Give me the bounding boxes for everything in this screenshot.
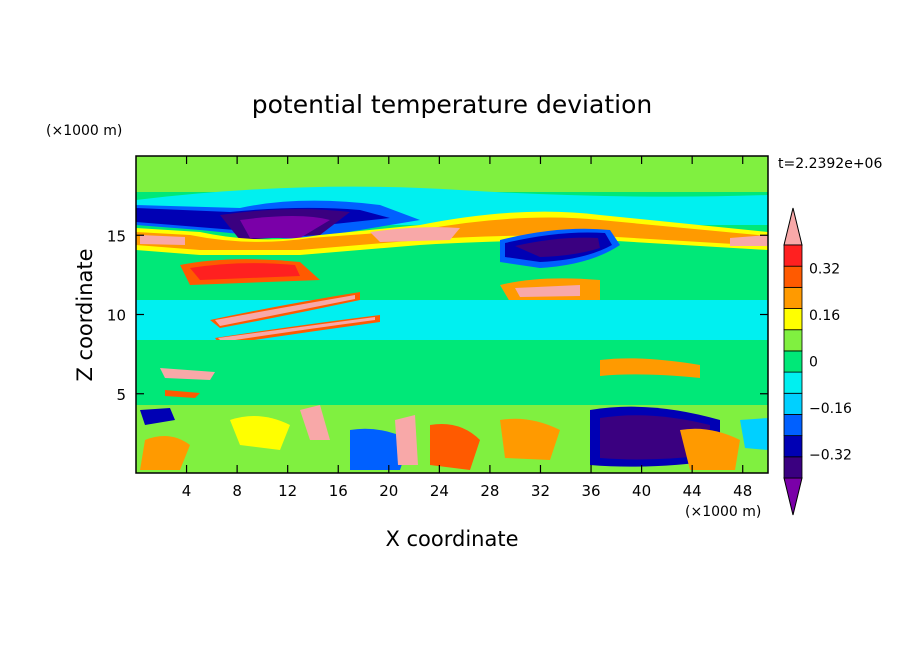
y-tick-label: 15: [107, 227, 126, 245]
y-axis: 5 10 15: [107, 227, 768, 404]
x-tick-label: 16: [329, 482, 348, 500]
x-tick-label: 8: [232, 482, 242, 500]
x-tick-label: 48: [733, 482, 752, 500]
colorbar-label: 0.32: [809, 261, 840, 277]
y-axis-label: Z coordinate: [73, 248, 97, 381]
colorbar-top-arrow: [783, 207, 803, 246]
y-tick-label: 5: [116, 386, 126, 404]
x-unit-label: (×1000 m): [685, 504, 761, 520]
x-axis: 4 8 12 16 20 24 28 32 36 40 44 48: [182, 156, 752, 500]
colorbar-segment: [783, 329, 803, 352]
colorbar-segment: [783, 392, 803, 415]
colorbar-segment: [783, 414, 803, 437]
time-label: t=2.2392e+06: [778, 156, 882, 172]
colorbar-bottom-arrow: [783, 477, 803, 516]
colorbar-segment: [783, 244, 803, 267]
colorbar-label: 0: [809, 355, 818, 371]
x-tick-label: 32: [531, 482, 550, 500]
colorbar: 0.32 0.16 0 −0.16 −0.32: [783, 207, 852, 516]
y-tick-label: 10: [107, 307, 126, 325]
x-tick-label: 44: [683, 482, 702, 500]
x-tick-label: 36: [581, 482, 600, 500]
colorbar-label: −0.32: [809, 448, 852, 464]
colorbar-segment: [783, 286, 803, 309]
colorbar-segment: [783, 435, 803, 458]
y-unit-label: (×1000 m): [46, 123, 122, 139]
heatmap-field: [136, 156, 768, 473]
colorbar-segment: [783, 350, 803, 373]
x-tick-label: 4: [182, 482, 192, 500]
x-tick-label: 40: [632, 482, 651, 500]
colorbar-label: −0.16: [809, 401, 852, 417]
colorbar-label: 0.16: [809, 308, 840, 324]
colorbar-segment: [783, 308, 803, 331]
x-tick-label: 24: [430, 482, 449, 500]
x-tick-label: 28: [480, 482, 499, 500]
x-tick-label: 12: [278, 482, 297, 500]
colorbar-segment: [783, 371, 803, 394]
colorbar-segment: [783, 456, 803, 479]
chart-title: potential temperature deviation: [252, 90, 652, 119]
x-axis-label: X coordinate: [385, 527, 518, 551]
colorbar-segment: [783, 265, 803, 288]
x-tick-label: 20: [379, 482, 398, 500]
